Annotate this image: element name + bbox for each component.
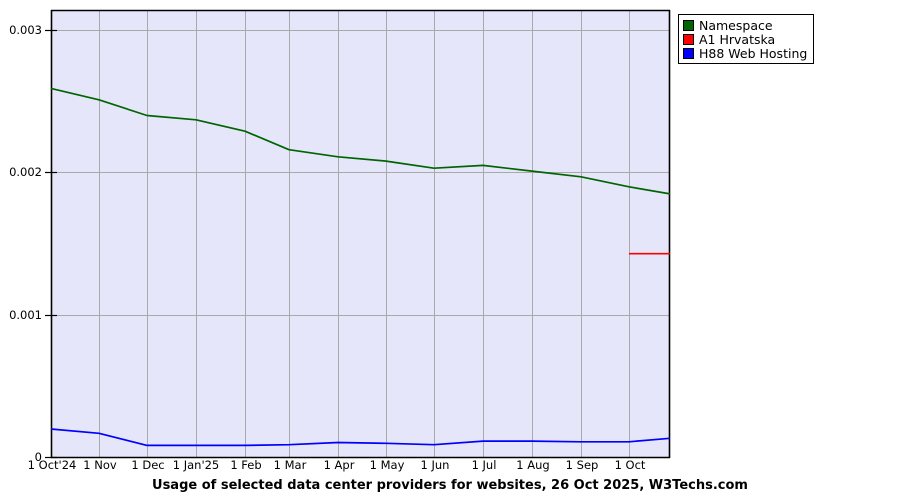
x-tick-label-jul: 1 Jul [471, 458, 497, 472]
x-tick-label-jan25: 1 Jan'25 [172, 458, 220, 472]
legend-item-a1-hrvatska[interactable]: A1 Hrvatska [683, 32, 807, 46]
x-tick-label-aug: 1 Aug [516, 458, 550, 472]
y-tick-label-0001: 0.001 [9, 308, 42, 322]
x-tick-label-mar: 1 Mar [273, 458, 307, 472]
legend-label-h88-web-hosting: H88 Web Hosting [699, 45, 808, 61]
y-tick-label-0003: 0.003 [9, 23, 42, 37]
x-tick-label-oct24: 1 Oct'24 [27, 458, 77, 472]
x-tick-label-may: 1 May [369, 458, 405, 472]
x-tick-label-feb: 1 Feb [230, 458, 262, 472]
y-tick-label-0: 0 [34, 450, 42, 464]
legend-item-h88-web-hosting[interactable]: H88 Web Hosting [683, 46, 807, 60]
legend-swatch-a1-hrvatska-icon [683, 33, 694, 45]
x-tick-label-dec: 1 Dec [131, 458, 165, 472]
horizontal-gridlines [51, 30, 670, 316]
legend-swatch-h88-web-hosting-icon [683, 47, 694, 59]
chart-caption: Usage of selected data center providers … [152, 478, 748, 493]
x-tick-label-nov: 1 Nov [83, 458, 117, 472]
y-tick-label-0002: 0.002 [9, 165, 42, 179]
vertical-gridlines [99, 10, 630, 458]
axis-lines [50, 9, 671, 459]
series-line-namespace [50, 87, 671, 195]
plot-area-background [51, 10, 670, 458]
legend-swatch-namespace-icon [683, 19, 694, 31]
x-tick-label-sep: 1 Sep [565, 458, 599, 472]
legend-label-namespace: Namespace [699, 17, 773, 33]
x-tick-label-apr: 1 Apr [323, 458, 355, 472]
x-tick-label-oct25: 1 Oct [614, 458, 646, 472]
legend-item-namespace[interactable]: Namespace [683, 18, 807, 32]
chart-legend: Namespace A1 Hrvatska H88 Web Hosting [678, 14, 815, 64]
series-line-h88-web-hosting [50, 428, 671, 447]
x-tick-label-jun: 1 Jun [420, 458, 450, 472]
legend-label-a1-hrvatska: A1 Hrvatska [699, 31, 776, 47]
